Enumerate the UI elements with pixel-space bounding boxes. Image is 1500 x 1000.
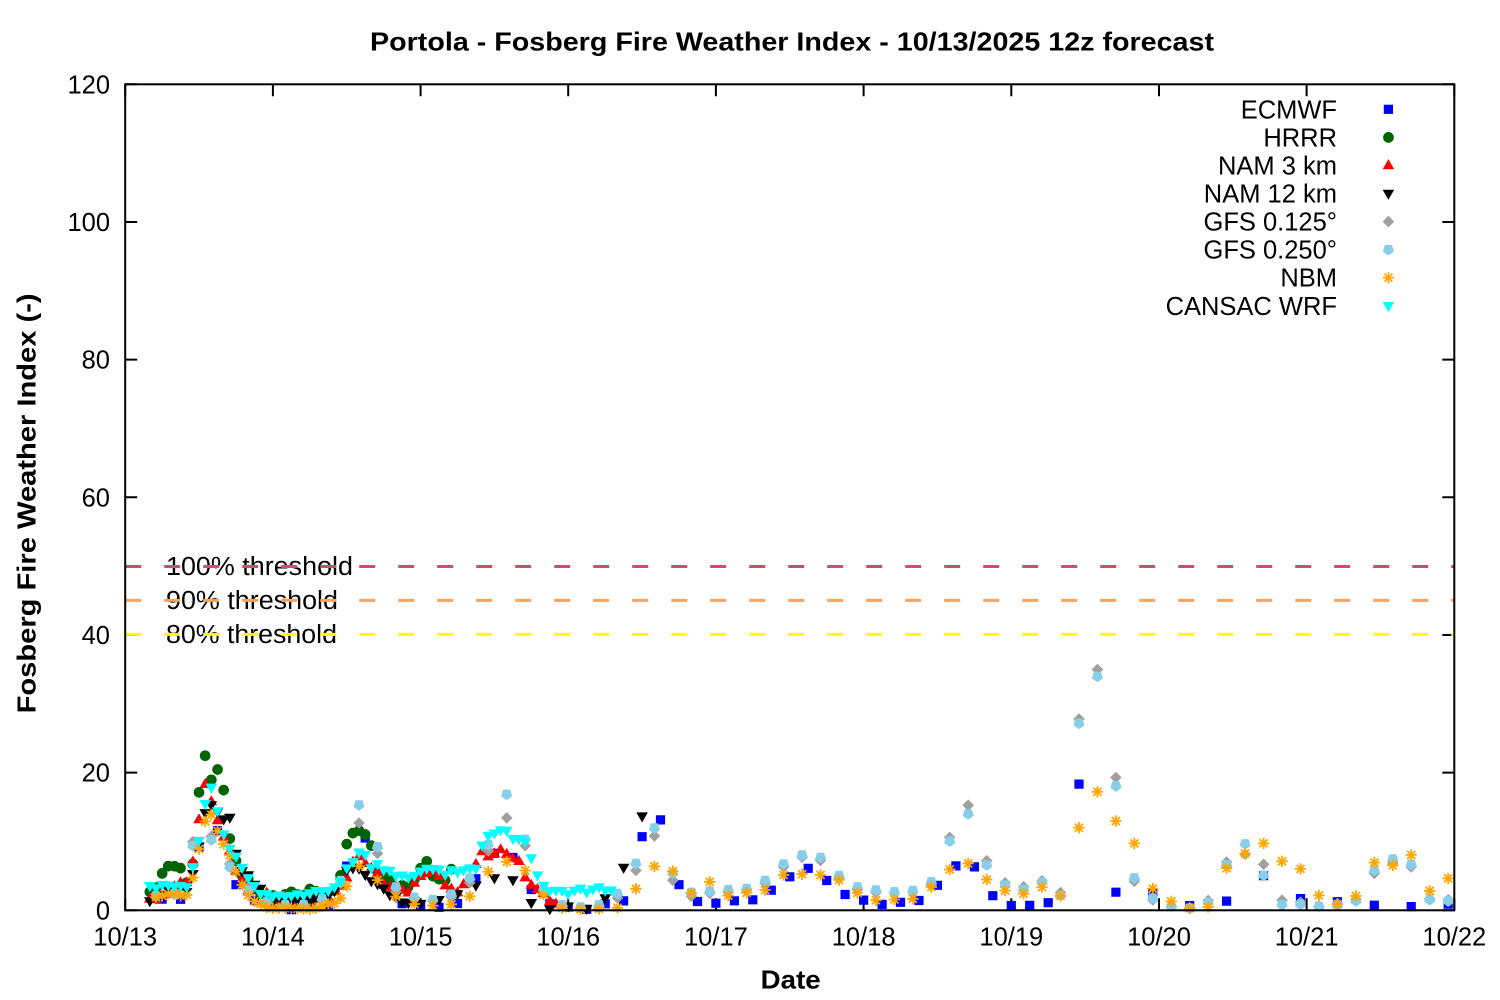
svg-text:10/21: 10/21: [1275, 924, 1339, 952]
svg-text:NAM 12 km: NAM 12 km: [1204, 181, 1337, 209]
svg-text:GFS 0.125°: GFS 0.125°: [1203, 209, 1337, 237]
svg-text:Date: Date: [761, 965, 821, 995]
svg-text:10/20: 10/20: [1127, 924, 1191, 952]
svg-text:120: 120: [67, 71, 110, 99]
svg-text:60: 60: [82, 484, 110, 512]
svg-text:GFS 0.250°: GFS 0.250°: [1203, 237, 1337, 265]
svg-text:10/17: 10/17: [684, 924, 748, 952]
svg-text:10/22: 10/22: [1422, 924, 1486, 952]
svg-text:100: 100: [67, 209, 110, 237]
svg-text:CANSAC WRF: CANSAC WRF: [1166, 293, 1337, 321]
svg-text:10/19: 10/19: [979, 924, 1043, 952]
svg-text:NBM: NBM: [1280, 265, 1337, 293]
svg-text:20: 20: [82, 760, 110, 788]
svg-text:ECMWF: ECMWF: [1241, 96, 1337, 124]
svg-text:0: 0: [96, 897, 110, 925]
svg-text:Fosberg Fire Weather Index (-): Fosberg Fire Weather Index (-): [12, 293, 42, 713]
svg-text:HRRR: HRRR: [1263, 124, 1337, 152]
svg-text:NAM 3 km: NAM 3 km: [1218, 152, 1337, 180]
svg-text:Portola - Fosberg Fire Weather: Portola - Fosberg Fire Weather Index - 1…: [370, 27, 1214, 57]
svg-text:40: 40: [82, 622, 110, 650]
svg-text:10/18: 10/18: [832, 924, 896, 952]
svg-text:80: 80: [82, 347, 110, 375]
svg-text:10/16: 10/16: [536, 924, 600, 952]
svg-text:10/14: 10/14: [241, 924, 305, 952]
svg-text:10/13: 10/13: [93, 924, 157, 952]
svg-text:10/15: 10/15: [389, 924, 453, 952]
